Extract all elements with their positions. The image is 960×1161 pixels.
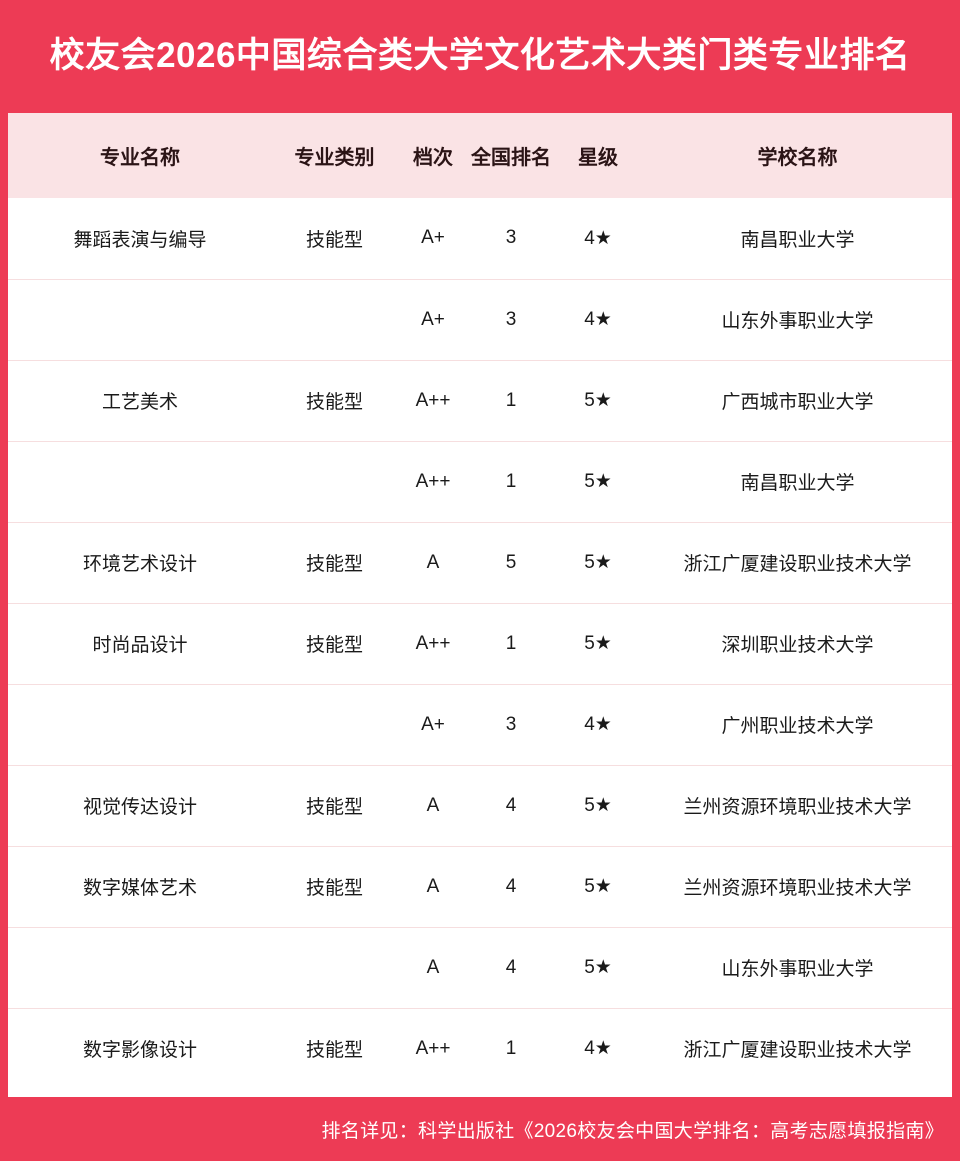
cell-type: 技能型 bbox=[272, 764, 397, 846]
cell-school: 山东外事职业大学 bbox=[643, 278, 952, 360]
table-head: 专业名称 专业类别 档次 全国排名 星级 学校名称 bbox=[8, 113, 952, 198]
cell-star: 5★ bbox=[553, 764, 643, 846]
cell-rank: 1 bbox=[469, 1007, 553, 1089]
table-row: 环境艺术设计 技能型 A 5 5★ 浙江广厦建设职业技术大学 bbox=[8, 521, 952, 603]
cell-tier: A bbox=[397, 926, 469, 1008]
cell-school: 山东外事职业大学 bbox=[643, 926, 952, 1008]
cell-type bbox=[272, 683, 397, 765]
footer-banner: 排名详见：科学出版社《2026校友会中国大学排名：高考志愿填报指南》 bbox=[0, 1097, 960, 1161]
table-row: A++ 1 5★ 南昌职业大学 bbox=[8, 440, 952, 522]
cell-school: 深圳职业技术大学 bbox=[643, 602, 952, 684]
cell-tier: A++ bbox=[397, 359, 469, 441]
cell-major: 环境艺术设计 bbox=[8, 521, 272, 603]
cell-school: 广西城市职业大学 bbox=[643, 359, 952, 441]
cell-major bbox=[8, 926, 272, 1008]
cell-type: 技能型 bbox=[272, 845, 397, 927]
cell-major bbox=[8, 278, 272, 360]
cell-major: 视觉传达设计 bbox=[8, 764, 272, 846]
column-header-rank: 全国排名 bbox=[471, 147, 551, 169]
cell-major: 时尚品设计 bbox=[8, 602, 272, 684]
cell-major bbox=[8, 683, 272, 765]
cell-tier: A+ bbox=[421, 227, 445, 249]
title-banner: 校友会2026中国综合类大学文化艺术大类门类专业排名 bbox=[0, 0, 960, 113]
cell-tier: A bbox=[397, 845, 469, 927]
table-row: 舞蹈表演与编导 技能型 A+ 3 4★ 南昌职业大学 bbox=[8, 198, 952, 279]
cell-tier: A++ bbox=[397, 440, 469, 522]
cell-major: 数字影像设计 bbox=[8, 1007, 272, 1089]
column-header-school: 学校名称 bbox=[757, 147, 838, 169]
cell-major: 舞蹈表演与编导 bbox=[73, 229, 207, 251]
cell-star: 4★ bbox=[553, 683, 643, 765]
cell-star: 4★ bbox=[584, 227, 612, 249]
cell-rank: 4 bbox=[469, 764, 553, 846]
cell-major: 工艺美术 bbox=[8, 359, 272, 441]
cell-type: 技能型 bbox=[272, 602, 397, 684]
cell-star: 5★ bbox=[553, 521, 643, 603]
cell-rank: 4 bbox=[469, 845, 553, 927]
cell-type bbox=[272, 278, 397, 360]
cell-school: 广州职业技术大学 bbox=[643, 683, 952, 765]
table-row: 时尚品设计 技能型 A++ 1 5★ 深圳职业技术大学 bbox=[8, 602, 952, 684]
ranking-table: 专业名称 专业类别 档次 全国排名 星级 学校名称 舞蹈表演与编导 技能型 A+… bbox=[8, 113, 952, 1089]
cell-school: 南昌职业大学 bbox=[643, 440, 952, 522]
cell-rank: 4 bbox=[469, 926, 553, 1008]
cell-star: 4★ bbox=[553, 278, 643, 360]
table-row: 数字影像设计 技能型 A++ 1 4★ 浙江广厦建设职业技术大学 bbox=[8, 1007, 952, 1089]
cell-tier: A+ bbox=[397, 278, 469, 360]
page-title: 校友会2026中国综合类大学文化艺术大类门类专业排名 bbox=[49, 36, 911, 76]
cell-star: 5★ bbox=[553, 845, 643, 927]
cell-star: 5★ bbox=[553, 440, 643, 522]
cell-rank: 5 bbox=[469, 521, 553, 603]
table-row: A+ 3 4★ 广州职业技术大学 bbox=[8, 683, 952, 765]
cell-rank: 3 bbox=[505, 227, 517, 249]
column-header-tier: 档次 bbox=[413, 147, 453, 169]
column-header-star: 星级 bbox=[578, 147, 618, 169]
cell-type bbox=[272, 926, 397, 1008]
cell-star: 5★ bbox=[553, 602, 643, 684]
cell-type bbox=[272, 440, 397, 522]
cell-school: 浙江广厦建设职业技术大学 bbox=[643, 1007, 952, 1089]
cell-tier: A+ bbox=[397, 683, 469, 765]
column-header-major: 专业名称 bbox=[100, 147, 180, 169]
cell-school: 南昌职业大学 bbox=[740, 229, 855, 251]
cell-rank: 1 bbox=[469, 440, 553, 522]
cell-major bbox=[8, 440, 272, 522]
cell-tier: A bbox=[397, 764, 469, 846]
cell-rank: 1 bbox=[469, 602, 553, 684]
table-row: 工艺美术 技能型 A++ 1 5★ 广西城市职业大学 bbox=[8, 359, 952, 441]
cell-star: 5★ bbox=[553, 359, 643, 441]
table-body: 舞蹈表演与编导 技能型 A+ 3 4★ 南昌职业大学 A+ 3 4★ 山东外事职… bbox=[8, 198, 952, 1089]
ranking-table-container: 专业名称 专业类别 档次 全国排名 星级 学校名称 舞蹈表演与编导 技能型 A+… bbox=[8, 113, 952, 1097]
footer-note: 排名详见：科学出版社《2026校友会中国大学排名：高考志愿填报指南》 bbox=[321, 1120, 944, 1142]
column-header-type: 专业类别 bbox=[294, 147, 375, 169]
cell-type: 技能型 bbox=[272, 521, 397, 603]
cell-star: 5★ bbox=[553, 926, 643, 1008]
table-row: 数字媒体艺术 技能型 A 4 5★ 兰州资源环境职业技术大学 bbox=[8, 845, 952, 927]
table-row: A+ 3 4★ 山东外事职业大学 bbox=[8, 278, 952, 360]
table-row: 视觉传达设计 技能型 A 4 5★ 兰州资源环境职业技术大学 bbox=[8, 764, 952, 846]
cell-star: 4★ bbox=[553, 1007, 643, 1089]
cell-school: 浙江广厦建设职业技术大学 bbox=[643, 521, 952, 603]
cell-tier: A++ bbox=[397, 602, 469, 684]
cell-type: 技能型 bbox=[305, 229, 363, 251]
cell-school: 兰州资源环境职业技术大学 bbox=[643, 764, 952, 846]
cell-school: 兰州资源环境职业技术大学 bbox=[643, 845, 952, 927]
cell-major: 数字媒体艺术 bbox=[8, 845, 272, 927]
table-row: A 4 5★ 山东外事职业大学 bbox=[8, 926, 952, 1008]
cell-rank: 3 bbox=[469, 683, 553, 765]
cell-type: 技能型 bbox=[272, 1007, 397, 1089]
cell-rank: 3 bbox=[469, 278, 553, 360]
cell-rank: 1 bbox=[469, 359, 553, 441]
cell-tier: A bbox=[397, 521, 469, 603]
table-header-row: 专业名称 专业类别 档次 全国排名 星级 学校名称 bbox=[8, 113, 952, 198]
cell-tier: A++ bbox=[397, 1007, 469, 1089]
cell-type: 技能型 bbox=[272, 359, 397, 441]
